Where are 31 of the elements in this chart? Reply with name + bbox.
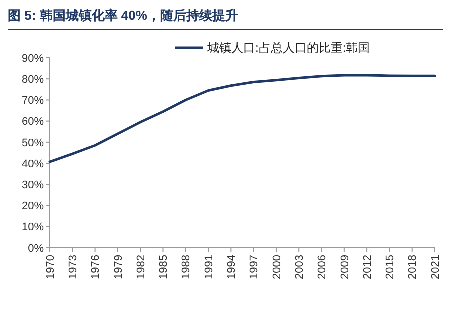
x-tick-label: 2018 bbox=[407, 255, 420, 280]
x-tick-label: 1976 bbox=[90, 255, 102, 280]
y-tick-label: 50% bbox=[22, 137, 44, 150]
y-tick-label: 20% bbox=[22, 200, 44, 213]
x-tick-label: 2000 bbox=[271, 255, 284, 280]
x-tick-label: 2006 bbox=[316, 255, 329, 280]
legend-label: 城镇人口:占总人口的比重:韩国 bbox=[206, 41, 370, 56]
y-tick-label: 40% bbox=[22, 158, 44, 170]
chart-title: 图 5: 韩国城镇化率 40%，随后持续提升 bbox=[8, 8, 238, 23]
x-tick-label: 2021 bbox=[430, 255, 442, 280]
line-series bbox=[48, 74, 436, 164]
x-tick-label: 1994 bbox=[226, 255, 238, 280]
x-tick-label: 1970 bbox=[44, 255, 57, 280]
x-tick-label: 2003 bbox=[294, 255, 306, 280]
y-tick-label: 70% bbox=[22, 95, 44, 108]
x-tick-label: 1988 bbox=[180, 255, 193, 280]
x-tick-label: 1982 bbox=[135, 255, 148, 280]
x-tick-label: 1997 bbox=[248, 255, 261, 280]
y-tick-label: 30% bbox=[22, 180, 44, 192]
y-tick-label: 60% bbox=[22, 116, 44, 128]
y-tick-label: 0% bbox=[28, 242, 44, 255]
y-tick-label: 80% bbox=[22, 74, 44, 86]
x-tick-label: 1973 bbox=[67, 255, 80, 280]
y-tick-label: 10% bbox=[22, 222, 44, 234]
y-tick-label: 90% bbox=[22, 52, 44, 65]
x-tick-label: 2015 bbox=[384, 255, 397, 280]
x-tick-label: 2012 bbox=[362, 255, 374, 280]
x-tick-label: 1985 bbox=[158, 255, 170, 280]
x-tick-label: 1991 bbox=[203, 255, 216, 280]
x-tick-label: 2009 bbox=[339, 255, 352, 280]
x-tick-label: 1979 bbox=[112, 255, 125, 280]
